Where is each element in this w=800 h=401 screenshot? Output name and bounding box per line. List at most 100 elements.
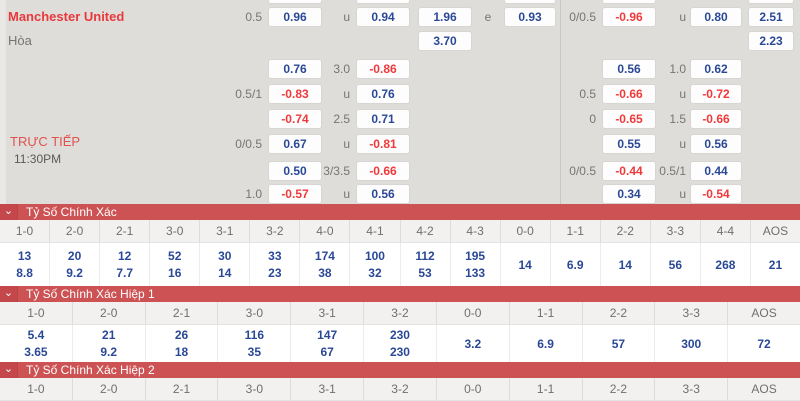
score-odds-cell[interactable]: 116 35 (218, 325, 292, 362)
section-title: Tỷ Số Chính Xác (26, 205, 117, 219)
score-odds-cell[interactable]: 100 32 (350, 243, 401, 286)
odds-value-box[interactable] (356, 0, 410, 4)
score-odds-value: 100 (364, 249, 385, 263)
match-time: 11:30PM (14, 152, 62, 166)
section-bar[interactable]: ⌄ Tỷ Số Chính Xác Hiệp 1 (0, 286, 800, 302)
odds-value-box[interactable]: 0.96 (268, 7, 322, 27)
odds-value-box[interactable] (748, 0, 794, 4)
odds-value-box[interactable]: 0.71 (356, 109, 410, 129)
odds-value-box[interactable]: -0.66 (602, 84, 656, 104)
score-column-header: 2-2 (583, 302, 656, 324)
score-section: ⌄ Tỷ Số Chính Xác 1-0 2-0 2-1 3-0 3-1 3-2 4-0 4-1… (0, 204, 800, 286)
score-odds-cell[interactable]: 14 (601, 243, 651, 286)
score-odds-value: 21 (102, 328, 116, 342)
score-odds-cell[interactable]: 21 (751, 243, 800, 286)
score-odds-cell[interactable]: 268 (701, 243, 751, 286)
score-column-header: 3-2 (364, 302, 437, 324)
score-column-header: 4-2 (401, 220, 451, 242)
odds-value-box[interactable]: -0.81 (356, 134, 410, 154)
odds-value-box[interactable]: 0.76 (268, 59, 322, 79)
score-column-header: 3-2 (250, 220, 301, 242)
score-odds-value: 14 (218, 266, 232, 280)
score-column-header: 1-1 (510, 302, 583, 324)
section-bar[interactable]: ⌄ Tỷ Số Chính Xác Hiệp 2 (0, 362, 800, 378)
odds-value-box[interactable]: 0.56 (602, 59, 656, 79)
odds-value-box[interactable]: 0.56 (356, 184, 410, 204)
odds-value-box[interactable]: 2.23 (748, 31, 794, 51)
score-odds-cell[interactable]: 3.2 (437, 325, 510, 362)
score-odds-value: 57 (611, 336, 626, 351)
odds-value-box[interactable]: -0.66 (690, 109, 742, 129)
score-odds-cell[interactable]: 112 53 (401, 243, 451, 286)
odds-value-box[interactable]: 3.70 (418, 31, 472, 51)
score-odds-cell[interactable]: 12 7.7 (100, 243, 151, 286)
score-odds-value: 13 (17, 249, 32, 263)
score-odds-cell[interactable]: 300 (655, 325, 729, 362)
score-odds-cell[interactable]: 56 (651, 243, 701, 286)
odds-value-box[interactable]: 1.96 (418, 7, 472, 27)
score-odds-cell[interactable]: 21 9.2 (73, 325, 146, 362)
score-odds-cell[interactable]: 147 67 (291, 325, 365, 362)
odds-value-box[interactable]: 0.76 (356, 84, 410, 104)
odds-value-box[interactable]: 0.56 (690, 134, 742, 154)
odds-value-box[interactable] (504, 0, 556, 4)
score-column-header: 1-1 (551, 220, 601, 242)
odds-value-box[interactable] (602, 0, 656, 4)
chevron-down-icon[interactable]: ⌄ (0, 204, 18, 220)
odds-value-box[interactable] (268, 0, 322, 4)
score-odds-value: 67 (320, 345, 334, 359)
odds-value-box[interactable]: 0.34 (602, 184, 656, 204)
score-odds-cell[interactable]: 230 230 (364, 325, 437, 362)
odds-value-box[interactable]: 0.93 (504, 7, 556, 27)
score-odds-value: 30 (218, 249, 232, 263)
score-odds-cell[interactable]: 13 8.8 (0, 243, 51, 286)
handicap-label: u (679, 10, 686, 24)
score-column-header: 0-0 (501, 220, 551, 242)
score-odds-cell[interactable]: 57 (583, 325, 656, 362)
score-odds-cell[interactable]: 26 18 (146, 325, 219, 362)
odds-value-box[interactable]: 0.94 (356, 7, 410, 27)
section-title: Tỷ Số Chính Xác Hiệp 1 (26, 287, 155, 301)
odds-value-box[interactable]: -0.65 (602, 109, 656, 129)
chevron-down-icon[interactable]: ⌄ (0, 362, 18, 378)
odds-value-box[interactable]: -0.86 (356, 59, 410, 79)
score-odds-cell[interactable]: 14 (501, 243, 551, 286)
odds-value-box[interactable]: -0.74 (268, 109, 322, 129)
score-odds-value: 23 (268, 266, 282, 280)
score-odds-cell[interactable]: 33 23 (250, 243, 301, 286)
handicap-label: u (679, 137, 686, 151)
odds-value-box[interactable]: 0.80 (690, 7, 742, 27)
score-column-header: 3-0 (150, 220, 201, 242)
odds-value-box[interactable]: 0.55 (602, 134, 656, 154)
odds-value-box[interactable]: 0.67 (268, 134, 322, 154)
odds-value-box[interactable]: 0.44 (690, 161, 742, 181)
odds-value-box[interactable]: 2.51 (748, 7, 794, 27)
score-column-header: 3-3 (651, 220, 701, 242)
score-odds-value: 38 (318, 266, 332, 280)
score-odds-cell[interactable]: 6.9 (510, 325, 583, 362)
odds-value-box[interactable]: -0.72 (690, 84, 742, 104)
score-odds-cell[interactable]: 30 14 (200, 243, 251, 286)
score-odds-cell[interactable]: 52 16 (150, 243, 201, 286)
score-odds-cell[interactable]: 174 38 (300, 243, 351, 286)
score-odds-value: 16 (168, 266, 182, 280)
odds-value-box[interactable]: -0.66 (356, 161, 410, 181)
score-column-header: 4-4 (701, 220, 751, 242)
odds-value-box[interactable]: 0.62 (690, 59, 742, 79)
score-odds-cell[interactable]: 195 133 (451, 243, 501, 286)
score-odds-cell[interactable]: 5.4 3.65 (0, 325, 73, 362)
odds-value-box[interactable]: -0.54 (690, 184, 742, 204)
score-odds-value: 230 (389, 345, 410, 359)
score-odds-cell[interactable]: 72 (728, 325, 800, 362)
score-odds-cell[interactable]: 6.9 (551, 243, 601, 286)
section-bar[interactable]: ⌄ Tỷ Số Chính Xác (0, 204, 800, 220)
score-column-header: 4-3 (451, 220, 501, 242)
odds-value-box[interactable]: -0.57 (268, 184, 322, 204)
odds-value-box[interactable]: -0.83 (268, 84, 322, 104)
score-odds-value: 14 (518, 257, 532, 272)
score-odds-cell[interactable]: 20 9.2 (50, 243, 101, 286)
odds-value-box[interactable]: -0.44 (602, 161, 656, 181)
odds-value-box[interactable]: 0.50 (268, 161, 322, 181)
chevron-down-icon[interactable]: ⌄ (0, 286, 18, 302)
odds-value-box[interactable]: -0.96 (602, 7, 656, 27)
